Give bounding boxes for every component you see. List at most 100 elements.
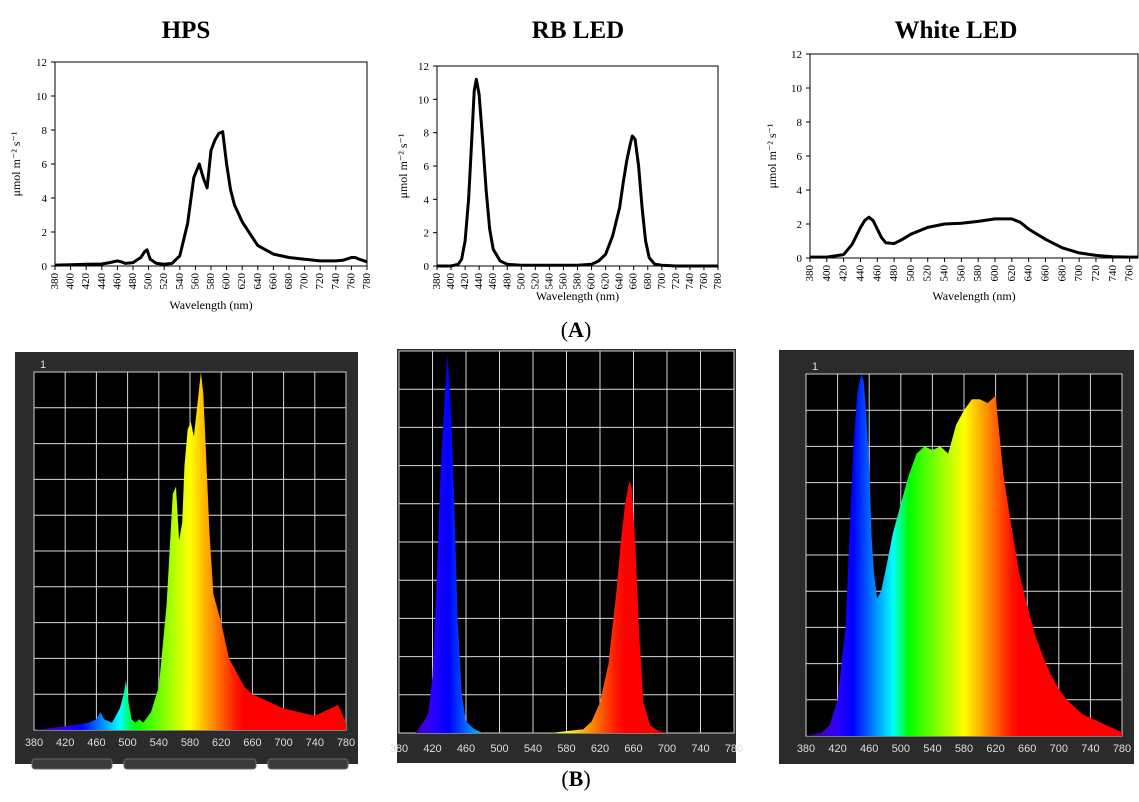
x-tick-label: 620	[591, 743, 609, 755]
y-tick-label: 6	[424, 161, 430, 173]
x-tick-label: 380	[49, 273, 61, 290]
x-tick-label: 420	[828, 743, 846, 755]
rb-led-line-chart: 0 2 4 6 8 10 12 380 400 420 440 460 480 500 520 540 560 5…	[396, 61, 724, 303]
x-tick-label: 400	[445, 273, 457, 290]
x-tick-label: 680	[283, 273, 295, 290]
x-tick-label: 460	[87, 737, 105, 749]
x-tick-label: 460	[457, 743, 475, 755]
x-tick-label: 380	[804, 265, 816, 282]
x-tick-label: 400	[65, 273, 77, 290]
x-tick-label: 780	[361, 273, 373, 290]
x-tick-label: 600	[586, 273, 598, 290]
x-tick-label: 640	[614, 273, 626, 290]
x-tick-label: 580	[557, 743, 575, 755]
x-tick-label: 600	[989, 265, 1001, 282]
x-tick-label: 420	[423, 743, 441, 755]
y-axis-label: μmol m⁻² s⁻¹	[765, 123, 779, 188]
x-tick-label: 520	[158, 273, 170, 290]
x-tick-label: 740	[330, 273, 342, 290]
x-tick-label: 680	[642, 273, 654, 290]
y-tick-label: 4	[42, 193, 48, 205]
x-tick-label: 480	[127, 273, 139, 290]
marker-label: 1	[812, 361, 818, 373]
x-tick-label: 380	[25, 737, 43, 749]
x-tick-label: 660	[267, 273, 279, 290]
y-tick-label: 10	[36, 91, 48, 103]
x-tick-label: 720	[1090, 265, 1102, 282]
marker-label: 1	[40, 359, 46, 371]
spectrum-area	[806, 374, 1122, 736]
x-tick-label: 420	[56, 737, 74, 749]
x-tick-label: 440	[96, 273, 108, 290]
x-tick-label: 500	[490, 743, 508, 755]
x-tick-label: 780	[712, 273, 724, 290]
y-tick-label: 8	[42, 125, 48, 137]
toolbar-button[interactable]	[31, 758, 113, 770]
x-tick-label: 660	[1018, 743, 1036, 755]
x-tick-label: 760	[345, 273, 357, 290]
x-tick-label: 460	[111, 273, 123, 290]
x-tick-label: 400	[821, 265, 833, 282]
hps-line-chart: 0 2 4 6 8 10 12 380 400 420 440 460 480 500 520 540 560 5…	[9, 57, 373, 312]
y-tick-label: 4	[424, 194, 430, 206]
x-tick-label: 660	[624, 743, 642, 755]
white-led-line-chart: 0 2 4 6 8 10 12 380 400 420 440 460 480 500 520 540 560 5…	[765, 49, 1139, 303]
panel-label-a: (A)	[561, 317, 592, 342]
y-tick-label: 6	[797, 151, 803, 163]
white-led-spectrometer-chart: 1 380 420 460 500 540 580 620 660 700 740 780	[779, 350, 1134, 764]
y-tick-label: 8	[797, 117, 803, 129]
x-tick-label: 700	[274, 737, 292, 749]
x-tick-label: 700	[1050, 743, 1068, 755]
rb-led-title: RB LED	[532, 17, 624, 44]
x-tick-label: 440	[473, 273, 485, 290]
x-tick-label: 560	[557, 273, 569, 290]
x-tick-label: 660	[1039, 265, 1051, 282]
x-tick-label: 540	[923, 743, 941, 755]
spectrum-area	[34, 372, 346, 730]
x-tick-label: 620	[986, 743, 1004, 755]
x-tick-label: 720	[670, 273, 682, 290]
x-tick-label: 380	[797, 743, 815, 755]
rb-led-spectrometer-chart: 380 420 460 500 540 580 620 660 700 740 780	[390, 349, 743, 763]
x-tick-label: 540	[174, 273, 186, 290]
y-tick-label: 12	[36, 57, 47, 69]
x-tick-label: 580	[972, 265, 984, 282]
x-axis-label: Wavelength (nm)	[932, 289, 1015, 303]
spectrum-line	[54, 130, 368, 267]
x-tick-label: 760	[698, 273, 710, 290]
x-tick-label: 740	[684, 273, 696, 290]
y-tick-label: 6	[42, 159, 48, 171]
y-tick-label: 4	[797, 185, 803, 197]
x-tick-label: 460	[487, 273, 499, 290]
x-tick-label: 500	[143, 273, 155, 290]
x-tick-label: 620	[212, 737, 230, 749]
toolbar-button[interactable]	[123, 758, 257, 770]
x-tick-label: 520	[922, 265, 934, 282]
spectrum-line	[437, 77, 718, 268]
toolbar-button[interactable]	[267, 758, 349, 770]
x-tick-label: 620	[600, 273, 612, 290]
x-tick-label: 720	[314, 273, 326, 290]
y-axis-label: μmol m⁻² s⁻¹	[9, 131, 23, 196]
x-tick-label: 640	[1023, 265, 1035, 282]
x-tick-label: 480	[888, 265, 900, 282]
y-tick-label: 2	[797, 219, 803, 231]
x-tick-label: 600	[221, 273, 233, 290]
x-tick-label: 700	[658, 743, 676, 755]
x-tick-label: 540	[543, 273, 555, 290]
x-tick-label: 380	[390, 743, 408, 755]
x-tick-label: 780	[337, 737, 355, 749]
x-axis-label: Wavelength (nm)	[169, 298, 252, 312]
x-tick-label: 460	[860, 743, 878, 755]
x-tick-label: 620	[236, 273, 248, 290]
x-tick-label: 540	[524, 743, 542, 755]
x-tick-label: 500	[905, 265, 917, 282]
x-tick-label: 500	[892, 743, 910, 755]
y-tick-label: 2	[42, 227, 48, 239]
x-tick-label: 680	[1056, 265, 1068, 282]
x-tick-label: 760	[1124, 265, 1136, 282]
x-tick-label: 660	[628, 273, 640, 290]
y-tick-label: 12	[791, 49, 802, 61]
spectrum-line	[810, 215, 1138, 259]
x-tick-label: 500	[118, 737, 136, 749]
